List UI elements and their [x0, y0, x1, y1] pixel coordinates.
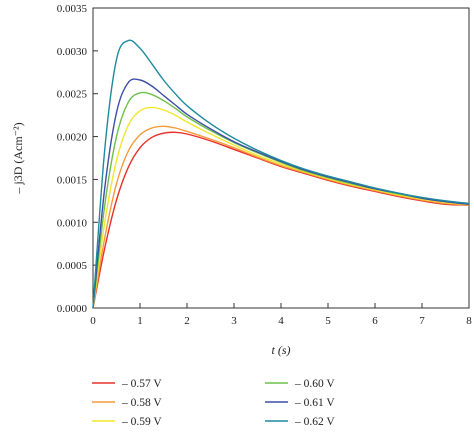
- x-tick-label: 1: [137, 315, 143, 327]
- series-line-4: [92, 91, 470, 309]
- y-tick-label: 0.0020: [57, 132, 88, 144]
- x-tick-label: 0: [90, 315, 96, 327]
- y-tick-label: 0.0015: [57, 174, 88, 186]
- legend: – 0.57 V – 0.58 V – 0.59 V – 0.60 V – 0.61 V…: [92, 378, 335, 428]
- x-tick-label: 3: [231, 315, 237, 327]
- series-line-1: [92, 131, 470, 309]
- x-axis-label: t (s): [272, 343, 291, 357]
- x-tick-label: 2: [184, 315, 190, 327]
- series-lines: [92, 39, 470, 309]
- legend-label: – 0.62 V: [294, 416, 335, 428]
- y-tick-label: 0.0005: [57, 260, 88, 272]
- x-tick-label: 8: [466, 315, 472, 327]
- x-tick-label: 4: [278, 315, 284, 327]
- plot-frame: [92, 7, 470, 309]
- y-tick-label: 0.0000: [57, 303, 88, 315]
- x-tick-label: 7: [419, 315, 425, 327]
- x-tick-label: 5: [325, 315, 331, 327]
- y-tick-label: 0.0035: [57, 3, 88, 15]
- y-tick-label: 0.0025: [57, 89, 88, 101]
- series-line-6: [92, 39, 470, 309]
- legend-label: – 0.60 V: [294, 378, 335, 390]
- series-line-3: [92, 106, 470, 309]
- y-tick-label: 0.0010: [57, 217, 88, 229]
- legend-label: – 0.59 V: [121, 416, 162, 428]
- legend-label: – 0.58 V: [121, 397, 162, 409]
- y-axis-ticks: 0.0000 0.0005 0.0010 0.0015 0.0020 0.0025 0.00…: [57, 3, 98, 315]
- x-axis-ticks: 0 1 2 3 4 5 6 7 8: [90, 303, 472, 327]
- y-axis-label: – j3D (Acm⁻²): [11, 122, 25, 194]
- x-tick-label: 6: [372, 315, 378, 327]
- series-line-2: [92, 125, 470, 309]
- legend-label: – 0.61 V: [294, 397, 335, 409]
- series-line-5: [92, 78, 470, 309]
- y-tick-label: 0.0030: [57, 46, 88, 58]
- legend-label: – 0.57 V: [121, 378, 162, 390]
